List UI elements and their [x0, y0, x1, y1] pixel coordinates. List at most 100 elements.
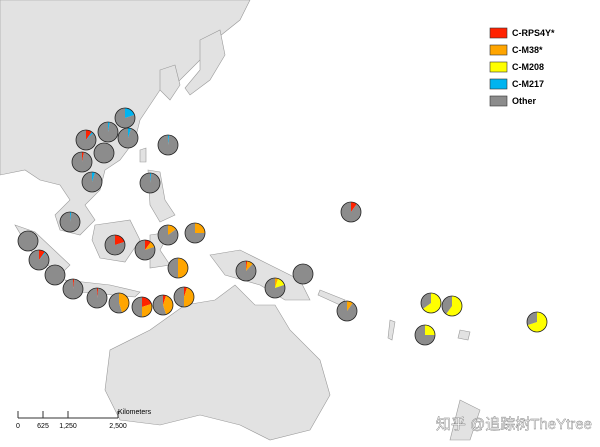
- pie-outline: [17, 230, 39, 252]
- pie-outline: [157, 224, 179, 246]
- pie-outline: [264, 277, 286, 299]
- pie-chart: [117, 127, 139, 149]
- korea: [159, 64, 181, 101]
- legend-swatch: [489, 27, 508, 39]
- pie-outline: [292, 263, 314, 285]
- pie-chart: [93, 142, 115, 164]
- legend-swatch: [489, 95, 508, 107]
- pie-outline: [340, 201, 362, 223]
- pie-slice: [92, 172, 96, 182]
- pie-slice: [119, 293, 129, 313]
- pie-outline: [114, 107, 136, 129]
- pie-chart: [152, 294, 174, 316]
- pie-chart: [336, 300, 358, 322]
- new-zealand: [449, 399, 481, 441]
- pie-outline: [441, 295, 463, 317]
- pie-slice: [60, 212, 81, 232]
- pie-slice: [184, 287, 194, 307]
- pie-slice: [185, 223, 205, 243]
- pie-chart: [81, 171, 103, 193]
- pie-chart: [414, 324, 436, 346]
- pie-slice: [87, 288, 108, 308]
- pie-slice: [142, 297, 152, 307]
- scale-tick-label: 625: [37, 423, 49, 430]
- pie-chart: [526, 311, 548, 333]
- pie-slice: [157, 135, 178, 155]
- pie-chart: [157, 224, 179, 246]
- scale-tick-label: 0: [16, 423, 20, 430]
- pie-slice: [275, 278, 279, 288]
- pie-slice: [108, 122, 110, 132]
- legend-label: C-M208: [512, 62, 544, 72]
- legend-swatch: [489, 44, 508, 56]
- pie-slice: [415, 325, 435, 345]
- pie-outline: [97, 121, 119, 143]
- pie-outline: [104, 234, 126, 256]
- pie-slice: [236, 261, 256, 281]
- pie-slice: [81, 172, 102, 192]
- pie-slice: [184, 287, 188, 297]
- pie-outline: [184, 222, 206, 244]
- pie-chart: [167, 257, 189, 279]
- pie-chart: [62, 278, 84, 300]
- pie-outline: [167, 257, 189, 279]
- pie-outline: [59, 211, 81, 233]
- pie-chart: [97, 121, 119, 143]
- pie-slice: [174, 287, 184, 307]
- pie-slice: [140, 173, 161, 194]
- pie-chart: [104, 234, 126, 256]
- pie-slice: [337, 301, 358, 321]
- pie-chart: [184, 222, 206, 244]
- legend-label: C-M217: [512, 79, 544, 89]
- vanuatu-fiji: [387, 319, 471, 341]
- pie-slice: [158, 225, 179, 246]
- pie-chart: [134, 239, 156, 261]
- pie-outline: [62, 278, 84, 300]
- pie-slice: [422, 293, 441, 313]
- pie-slice: [150, 173, 152, 183]
- pie-slice: [293, 264, 313, 284]
- pie-slice: [94, 143, 114, 163]
- pie-outline: [134, 239, 156, 261]
- scale-bar: Kilometers 0 625 1,250 2,500: [16, 409, 152, 430]
- pie-chart: [441, 295, 463, 317]
- pie-slice: [73, 279, 75, 289]
- pie-slice: [163, 295, 173, 315]
- pie-slice: [145, 240, 151, 250]
- pie-slice: [125, 108, 135, 118]
- pie-outline: [86, 287, 108, 309]
- pie-chart: [340, 201, 362, 223]
- watermark: 知乎 @追踪树TheYtree: [436, 416, 592, 433]
- pie-slice: [39, 250, 45, 260]
- pie-chart: [264, 277, 286, 299]
- pie-slice: [446, 296, 463, 316]
- pie-slice: [86, 130, 92, 140]
- legend-items: C-RPS4Y* C-M38* C-M208 C-M217 Other: [489, 27, 555, 107]
- pie-outline: [139, 172, 161, 194]
- pie-slice: [132, 297, 142, 317]
- pie-chart: [157, 134, 179, 156]
- pie-outline: [336, 300, 358, 322]
- pie-outline: [81, 171, 103, 193]
- pie-slice: [98, 122, 119, 142]
- pie-chart: [75, 129, 97, 151]
- pie-outline: [131, 296, 153, 318]
- pie-chart: [28, 249, 50, 271]
- pie-outline: [44, 264, 66, 286]
- pie-slice: [28, 250, 49, 270]
- pie-outline: [235, 260, 257, 282]
- pie-slice: [351, 202, 357, 212]
- pie-layer: [17, 107, 548, 346]
- pie-outline: [75, 129, 97, 151]
- pie-chart: [59, 211, 81, 233]
- pie-slice: [108, 293, 123, 314]
- pie-chart: [131, 296, 153, 318]
- pie-slice: [142, 303, 152, 317]
- pie-slice: [442, 296, 452, 315]
- pie-outline: [117, 127, 139, 149]
- pie-outline: [28, 249, 50, 271]
- pie-slice: [18, 231, 38, 251]
- pie-chart: [17, 230, 39, 252]
- scale-tick-label: 2,500: [109, 423, 127, 430]
